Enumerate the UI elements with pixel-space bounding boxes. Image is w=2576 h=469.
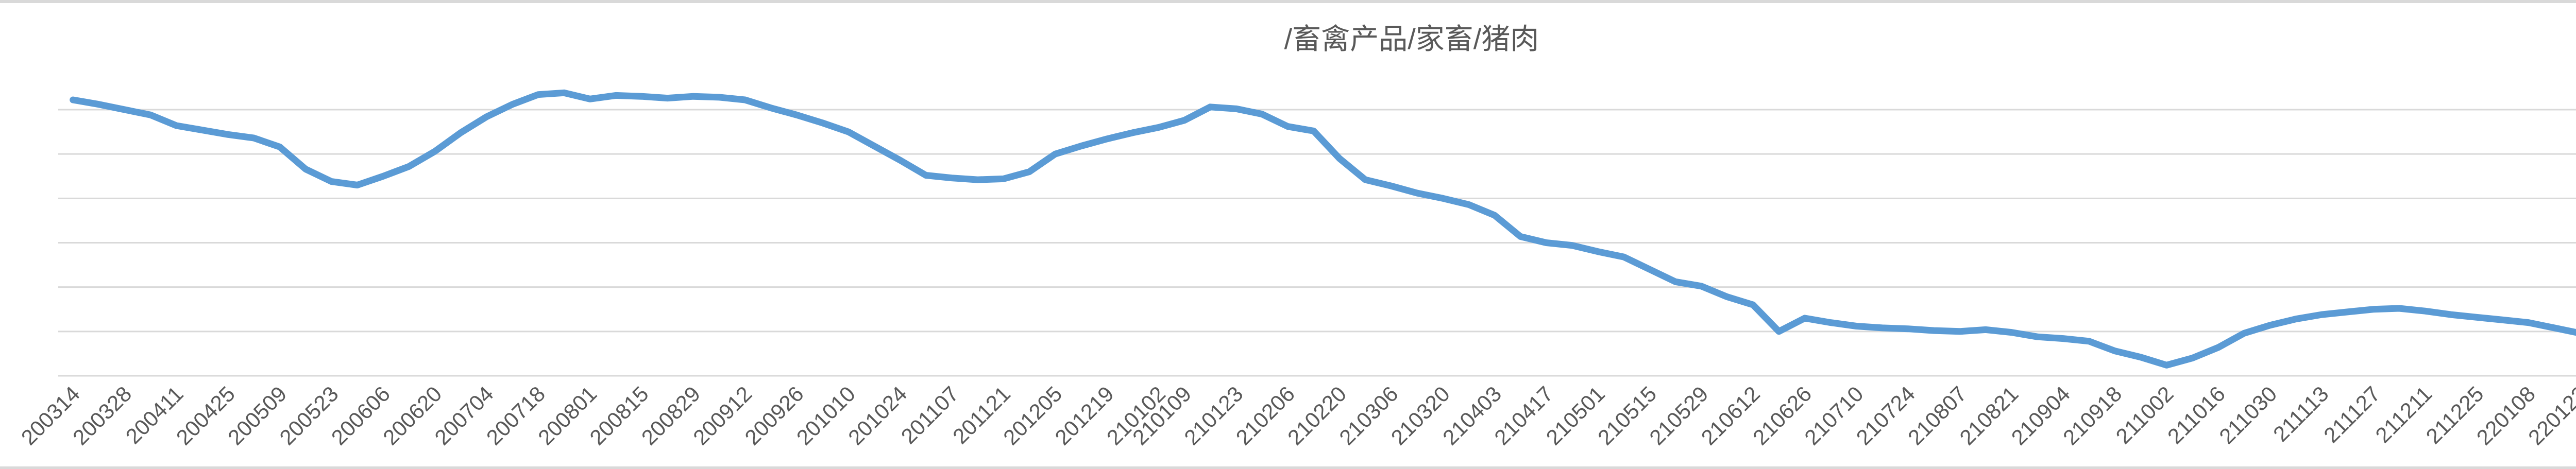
series-line: [70, 89, 2576, 369]
bottom-border: [0, 466, 2576, 469]
x-tick-label: 201107: [896, 381, 963, 448]
x-axis-labels-group: 2003142003282004112004252005092005232006…: [16, 381, 2576, 449]
series-group: [70, 89, 2576, 369]
x-tick-label: 210918: [2058, 381, 2126, 449]
x-tick-label: 201024: [843, 381, 911, 449]
chart-title: /畜禽产品/家畜/猪肉: [1284, 23, 1539, 55]
top-border: [0, 0, 2576, 3]
x-tick-label: 211127: [2319, 381, 2385, 447]
x-tick-label: 211016: [2163, 381, 2230, 448]
gridlines-group: [58, 109, 2576, 377]
x-tick-label: 200328: [68, 381, 136, 449]
x-tick-label: 211113: [2268, 381, 2333, 446]
x-tick-label: 211002: [2111, 381, 2178, 448]
x-tick-label: 211030: [2214, 381, 2281, 448]
